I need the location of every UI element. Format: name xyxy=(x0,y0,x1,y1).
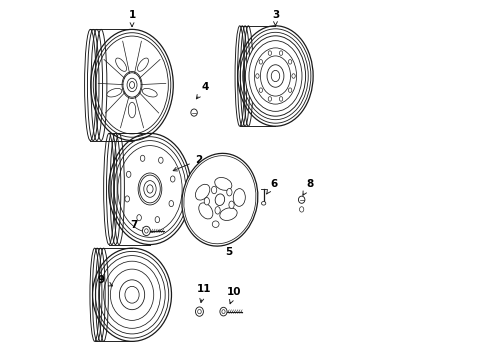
Text: 8: 8 xyxy=(303,179,313,195)
Text: 2: 2 xyxy=(173,155,202,171)
Text: 4: 4 xyxy=(196,82,209,99)
Ellipse shape xyxy=(215,207,220,214)
Ellipse shape xyxy=(212,221,219,228)
Text: 3: 3 xyxy=(272,10,279,26)
Text: 11: 11 xyxy=(196,284,211,302)
Ellipse shape xyxy=(191,109,197,116)
Ellipse shape xyxy=(199,203,213,219)
Ellipse shape xyxy=(143,226,150,235)
Ellipse shape xyxy=(299,207,304,212)
Text: 5: 5 xyxy=(222,241,232,257)
Ellipse shape xyxy=(262,202,266,205)
Ellipse shape xyxy=(182,153,258,246)
Ellipse shape xyxy=(196,307,203,316)
Ellipse shape xyxy=(220,208,237,220)
Ellipse shape xyxy=(142,89,157,97)
Ellipse shape xyxy=(116,58,126,71)
Ellipse shape xyxy=(138,58,148,71)
Ellipse shape xyxy=(128,102,136,118)
Ellipse shape xyxy=(245,36,306,116)
Ellipse shape xyxy=(204,198,210,205)
Text: 1: 1 xyxy=(128,10,136,27)
Ellipse shape xyxy=(215,177,232,190)
Ellipse shape xyxy=(220,307,227,316)
Text: 6: 6 xyxy=(267,179,277,194)
Ellipse shape xyxy=(212,186,217,194)
Text: 10: 10 xyxy=(227,287,242,304)
Text: 7: 7 xyxy=(130,220,150,230)
Ellipse shape xyxy=(196,184,210,200)
Ellipse shape xyxy=(233,189,245,206)
Text: 9: 9 xyxy=(98,275,113,286)
Ellipse shape xyxy=(229,201,234,208)
Ellipse shape xyxy=(298,196,305,203)
Ellipse shape xyxy=(107,89,122,97)
Ellipse shape xyxy=(227,189,232,196)
